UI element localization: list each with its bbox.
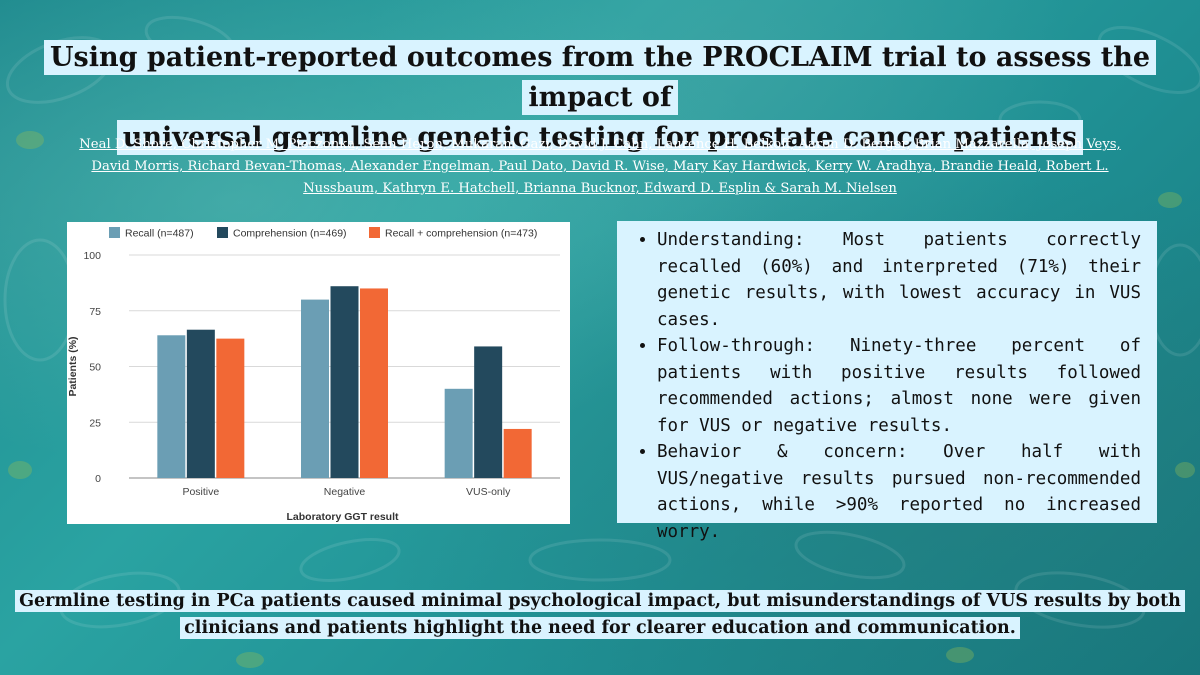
bar-positive-series-0 [157, 335, 186, 478]
conclusion-line-2: clinicians and patients highlight the ne… [180, 617, 1020, 639]
bar-positive-series-1 [186, 329, 215, 478]
conclusion-line-1: Germline testing in PCa patients caused … [15, 590, 1185, 612]
x-tick-label-0: Positive [182, 486, 219, 498]
legend-swatch-1 [217, 227, 228, 238]
legend-swatch-2 [369, 227, 380, 238]
title-line-2: universal germline genetic testing for p… [116, 120, 1084, 155]
bar-vus-only-series-0 [444, 388, 473, 478]
y-tick-label-0: 0 [95, 473, 101, 485]
page-title: Using patient-reported outcomes from the… [0, 38, 1200, 158]
legend-label-1: Comprehension (n=469) [233, 228, 347, 240]
bar-positive-series-2 [216, 338, 245, 478]
finding-behavior-concern: Behavior & concern: Over half with VUS/n… [657, 439, 1141, 545]
bar-vus-only-series-1 [474, 346, 503, 478]
key-findings-list: Understanding: Most patients correctly r… [633, 227, 1141, 545]
y-tick-label-4: 100 [83, 250, 101, 262]
bar-negative-series-2 [360, 288, 388, 478]
y-tick-label-2: 50 [89, 362, 101, 374]
finding-understanding: Understanding: Most patients correctly r… [657, 227, 1141, 333]
x-tick-label-1: Negative [324, 486, 366, 498]
finding-follow-through: Follow-through: Ninety-three percent of … [657, 333, 1141, 439]
bar-negative-series-0 [301, 299, 329, 478]
title-line-1: Using patient-reported outcomes from the… [43, 40, 1157, 115]
y-axis-label: Patients (%) [67, 336, 79, 396]
x-tick-label-2: VUS-only [466, 486, 511, 498]
bar-negative-series-1 [330, 286, 359, 478]
conclusion: Germline testing in PCa patients caused … [0, 588, 1200, 642]
legend-label-0: Recall (n=487) [125, 228, 194, 240]
y-tick-label-1: 25 [89, 417, 101, 429]
author-list[interactable]: Neal D. Shore, Christopher M. Pieczonka,… [79, 137, 1121, 196]
bar-chart-panel: Recall (n=487) Comprehension (n=469) Recal… [67, 222, 570, 524]
bar-chart: Recall (n=487) Comprehension (n=469) Recal… [67, 227, 560, 523]
y-tick-label-3: 75 [89, 306, 101, 318]
x-axis-label: Laboratory GGT result [286, 511, 399, 523]
legend-swatch-0 [109, 227, 120, 238]
bar-vus-only-series-2 [503, 428, 532, 478]
key-findings-panel: Understanding: Most patients correctly r… [617, 221, 1157, 542]
legend-label-2: Recall + comprehension (n=473) [385, 228, 537, 240]
